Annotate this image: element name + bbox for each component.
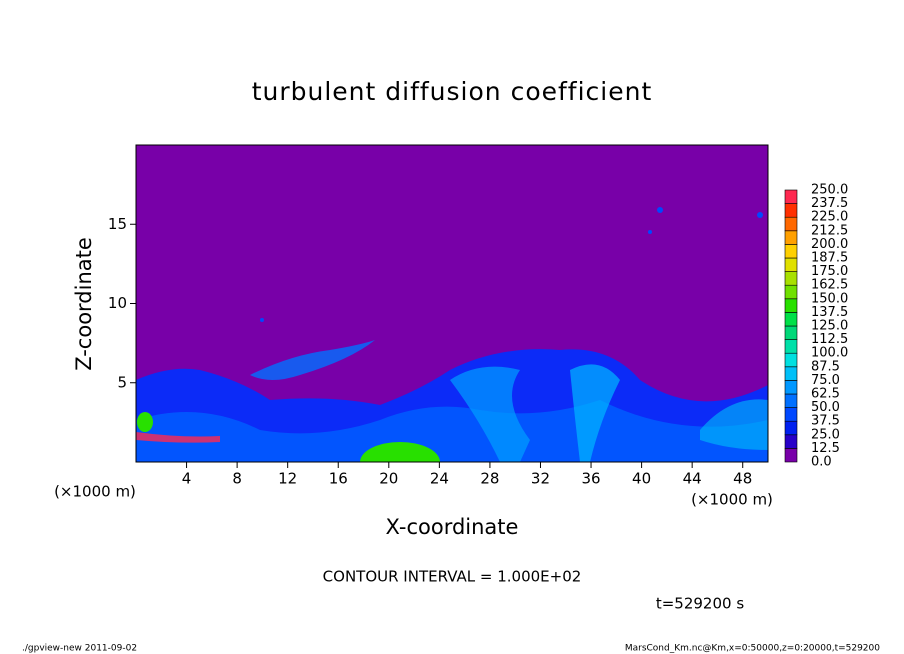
colorbar-label: 175.0 [811, 264, 848, 279]
y-tick-label: 15 [108, 215, 127, 233]
colorbar-box [784, 203, 798, 218]
colorbar-label: 87.5 [811, 359, 840, 374]
colorbar-box [784, 366, 798, 381]
x-tick-label: 36 [581, 470, 600, 488]
colorbar-label: 125.0 [811, 319, 848, 334]
colorbar-box [784, 244, 798, 259]
x-tick-label: 28 [480, 470, 499, 488]
y-axis-label: Z-coordinate [72, 237, 96, 371]
colorbar-box [784, 284, 798, 300]
x-tick-label: 8 [232, 470, 242, 488]
colorbar-label: 200.0 [811, 237, 848, 252]
x-tick-label: 40 [632, 470, 651, 488]
colorbar-label: 100.0 [811, 346, 848, 361]
colorbar-label: 250.0 [811, 183, 848, 198]
colorbar-box [784, 312, 798, 327]
colorbar-box [784, 448, 798, 463]
footer-right: MarsCond_Km.nc@Km,x=0:50000,z=0:20000,t=… [625, 644, 880, 654]
y-tick-label: 5 [117, 373, 127, 391]
colorbar-box [784, 352, 798, 368]
x-tick-label: 16 [329, 470, 348, 488]
x-tick-label: 24 [430, 470, 449, 488]
colorbar-box [784, 189, 798, 204]
colorbar-box [784, 298, 798, 313]
colorbar-box [784, 230, 798, 245]
colorbar-label: 150.0 [811, 291, 848, 306]
x-tick-label: 44 [683, 470, 702, 488]
colorbar-label: 137.5 [811, 305, 848, 320]
field [136, 145, 768, 462]
colorbar-box [784, 393, 798, 408]
colorbar-label: 112.5 [811, 332, 848, 347]
colorbar-label: 187.5 [811, 251, 848, 266]
colorbar-label: 237.5 [811, 196, 848, 211]
colorbar-box [784, 380, 798, 395]
colorbar-label: 225.0 [811, 210, 848, 225]
colorbar-label: 50.0 [811, 400, 840, 415]
x-axis-label: X-coordinate [386, 515, 519, 539]
x-tick-label: 32 [531, 470, 550, 488]
x-tick-label: 20 [379, 470, 398, 488]
x-tick-label: 12 [278, 470, 297, 488]
colorbar-box [784, 216, 798, 232]
colorbar-box [784, 325, 798, 340]
footer-left: ./gpview-new 2011-09-02 [22, 644, 137, 654]
contour-interval: CONTOUR INTERVAL = 1.000E+02 [323, 568, 582, 586]
y-tick-label: 10 [108, 294, 127, 312]
colorbar-label: 62.5 [811, 387, 840, 402]
colorbar-label: 37.5 [811, 414, 840, 429]
colorbar-box [784, 420, 798, 436]
x-tick-label: 4 [182, 470, 192, 488]
colorbar-label: 0.0 [811, 455, 832, 470]
colorbar-label: 25.0 [811, 427, 840, 442]
x-tick-label: 48 [733, 470, 752, 488]
colorbar-box [784, 407, 798, 422]
colorbar-label: 12.5 [811, 441, 840, 456]
colorbar-box [784, 257, 798, 272]
colorbar-box [784, 434, 798, 449]
colorbar-box [784, 271, 798, 286]
colorbar-label: 212.5 [811, 223, 848, 238]
colorbar-label: 75.0 [811, 373, 840, 388]
colorbar-label: 162.5 [811, 278, 848, 293]
chart-title: turbulent diffusion coefficient [252, 77, 653, 106]
time-label: t=529200 s [656, 595, 744, 613]
x-unit-left: (×1000 m) [54, 483, 136, 501]
colorbar-box [784, 339, 798, 354]
x-unit-right: (×1000 m) [691, 491, 773, 509]
